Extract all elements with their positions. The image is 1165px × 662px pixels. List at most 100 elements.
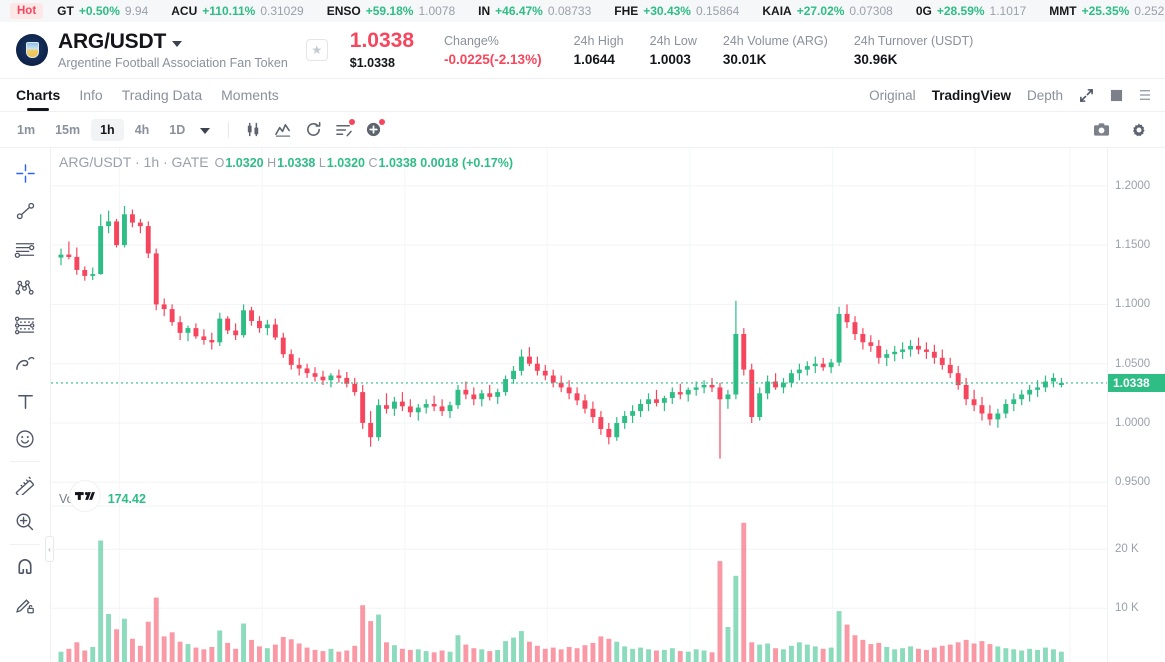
stat-label: 24h Low — [649, 33, 697, 48]
fib-retracement-icon[interactable] — [6, 306, 44, 344]
ticker-item[interactable]: MMT +25.35% 0.2526 — [1049, 4, 1165, 18]
ticker-item[interactable]: KAIA +27.02% 0.07308 — [762, 4, 892, 18]
pitchfork-pattern-icon[interactable] — [6, 268, 44, 306]
timeframe-1D[interactable]: 1D — [169, 122, 186, 137]
volume-legend-value: 174.42 — [107, 492, 146, 506]
last-price-block: 1.0338 $1.0338 — [349, 30, 414, 70]
volume-axis-tick: 20 K — [1115, 543, 1139, 556]
chart-mode-original[interactable]: Original — [869, 87, 916, 103]
square-icon[interactable] — [1110, 89, 1123, 102]
price-axis-tick: 1.1500 — [1115, 239, 1151, 252]
stat-24h-high: 24h High 1.0644 — [574, 34, 624, 67]
ticker-price: 1.0078 — [418, 4, 456, 18]
trend-line-icon[interactable] — [6, 192, 44, 230]
stat-value: 1.0003 — [649, 51, 691, 67]
magnet-icon[interactable] — [6, 548, 44, 586]
tradingview-logo-icon — [69, 480, 101, 512]
horizontal-lines-icon[interactable] — [6, 230, 44, 268]
ticker-item[interactable]: ACU +110.11% 0.31029 — [171, 4, 303, 18]
ticker-symbol: FHE — [614, 4, 639, 18]
ticker-symbol: ENSO — [326, 4, 361, 18]
ticker-price: 1.1017 — [989, 4, 1027, 18]
chart-mode-depth[interactable]: Depth — [1026, 87, 1063, 103]
stat-change: Change% -0.0225(-2.13%) — [444, 34, 542, 67]
ticker-item[interactable]: ENSO +59.18% 1.0078 — [327, 4, 455, 18]
timeframe-1h[interactable]: 1h — [91, 118, 124, 141]
expand-arrows-icon[interactable] — [1079, 88, 1094, 103]
last-price-usd: $1.0338 — [349, 55, 395, 70]
hot-ticker-bar: Hot GT +0.50% 9.94 ACU +110.11% 0.31029 ENSO +5… — [0, 0, 1165, 22]
ticker-item[interactable]: FHE +30.43% 0.15864 — [614, 4, 739, 18]
ticker-change: +59.18% — [365, 4, 414, 18]
timeframe-15m[interactable]: 15m — [55, 122, 81, 137]
current-price-badge: 1.0338 — [1108, 373, 1165, 392]
ticker-price: 0.15864 — [695, 4, 740, 18]
zoom-in-icon[interactable] — [6, 503, 44, 541]
menu-icon[interactable] — [1139, 88, 1151, 102]
star-favorite-button[interactable]: ★ — [305, 39, 328, 61]
timeframe-more-chevron-down-icon[interactable] — [200, 127, 211, 134]
ticker-price: 0.08733 — [547, 4, 592, 18]
price-axis[interactable]: 1.2000 1.1500 1.1000 1.0500 1.0000 0.9500 1.0… — [1107, 148, 1165, 662]
hot-badge: Hot — [10, 3, 44, 19]
add-indicator-icon[interactable] — [359, 117, 387, 143]
timeframe-1m[interactable]: 1m — [17, 122, 36, 137]
crosshair-icon[interactable] — [6, 154, 44, 192]
market-stats: Change% -0.0225(-2.13%) 24h High 1.0644 24h … — [444, 34, 999, 67]
toolbar-right-group — [1087, 117, 1153, 143]
ticker-price: 0.07308 — [849, 4, 893, 18]
toolbar-left-group: 1m 15m 1h 4h 1D — [8, 117, 387, 143]
toolbar-divider — [10, 461, 40, 462]
chart-canvas[interactable]: ARG/USDT · 1h · GATE O1.0320 H1.0338 L1.… — [51, 148, 1107, 662]
ticker-items: GT +0.50% 9.94 ACU +110.11% 0.31029 ENSO +59.18… — [57, 4, 1165, 18]
emoji-sticker-icon[interactable] — [6, 420, 44, 458]
ticker-symbol: ACU — [171, 4, 198, 18]
ticker-change: +30.43% — [643, 4, 691, 18]
chevron-down-icon[interactable] — [172, 40, 183, 47]
toolbar-divider — [228, 121, 230, 138]
chart-mode-tabs: Original TradingView Depth — [869, 88, 1151, 103]
tab-moments[interactable]: Moments — [221, 87, 279, 103]
stat-value: -0.0225(-2.13%) — [444, 51, 542, 67]
tab-charts[interactable]: Charts — [16, 79, 60, 111]
ticker-symbol: KAIA — [762, 4, 792, 18]
camera-screenshot-icon[interactable] — [1087, 117, 1115, 143]
ticker-symbol: GT — [57, 4, 74, 18]
page-title[interactable]: ARG/USDT — [58, 30, 167, 53]
pair-block: ARG/USDT Argentine Football Association … — [58, 30, 288, 70]
refresh-icon[interactable] — [299, 117, 327, 143]
text-tool-icon[interactable] — [6, 382, 44, 420]
tab-trading-data[interactable]: Trading Data — [121, 87, 203, 103]
ticker-symbol: MMT — [1049, 4, 1077, 18]
ticker-item[interactable]: GT +0.50% 9.94 — [57, 4, 148, 18]
price-axis-tick: 1.2000 — [1115, 179, 1151, 192]
stat-24h-volume-arg: 24h Volume (ARG) 30.01K — [723, 34, 828, 67]
stat-value: 30.96K — [853, 51, 898, 67]
price-axis-tick: 0.9500 — [1115, 476, 1151, 489]
price-axis-tick: 1.1000 — [1115, 298, 1151, 311]
chart-legend-ohlc: O1.0320 H1.0338 L1.0320 C1.0338 0.0018 (… — [214, 156, 514, 170]
toolbar-divider — [10, 544, 40, 545]
ticker-price: 0.2526 — [1134, 4, 1165, 18]
drawing-toolbar: ‹ — [0, 148, 54, 662]
chart-mode-tradingview[interactable]: TradingView — [931, 87, 1011, 103]
ticker-item[interactable]: IN +46.47% 0.08733 — [478, 4, 591, 18]
stat-24h-low: 24h Low 1.0003 — [650, 34, 697, 67]
stat-label: Change% — [444, 33, 499, 48]
ticker-symbol: 0G — [915, 4, 932, 18]
tab-info[interactable]: Info — [79, 87, 103, 103]
price-axis-tick: 1.0500 — [1115, 357, 1151, 370]
indicators-icon[interactable] — [269, 117, 297, 143]
templates-icon[interactable] — [329, 117, 357, 143]
ticker-item[interactable]: 0G +28.59% 1.1017 — [916, 4, 1026, 18]
measure-ruler-icon[interactable] — [6, 465, 44, 503]
pencil-lock-icon[interactable] — [6, 586, 44, 624]
candlestick-chart-type-icon[interactable] — [239, 117, 267, 143]
gear-settings-icon[interactable] — [1125, 117, 1153, 143]
section-tabs-row: Charts Info Trading Data Moments Original Tr… — [0, 79, 1165, 112]
stat-label: 24h Volume (ARG) — [722, 33, 828, 48]
ticker-change: +46.47% — [495, 4, 543, 18]
ticker-change: +27.02% — [796, 4, 845, 18]
brush-icon[interactable] — [6, 344, 44, 382]
timeframe-4h[interactable]: 4h — [134, 122, 150, 137]
